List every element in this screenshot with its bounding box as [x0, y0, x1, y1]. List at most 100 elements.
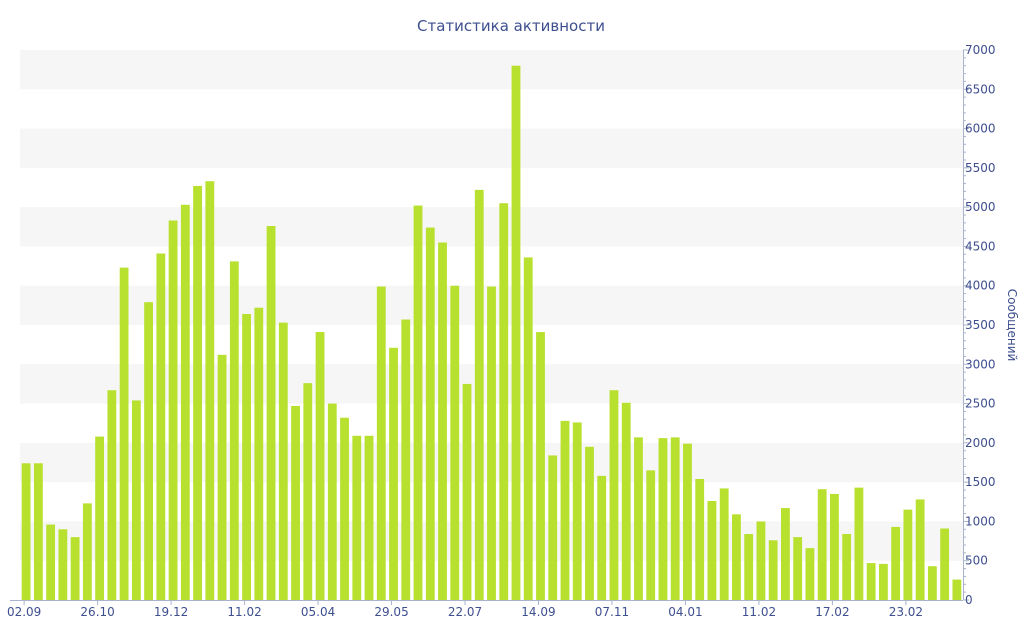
y-tick-label: 5500 [965, 161, 996, 175]
bar[interactable] [572, 422, 582, 600]
x-tick-label: 23.02 [889, 605, 923, 619]
bars-group [21, 65, 962, 601]
y-tick-label: 1500 [965, 475, 996, 489]
bar[interactable] [523, 257, 533, 600]
bar[interactable] [756, 521, 766, 600]
y-tick-label: 3000 [965, 357, 996, 371]
bar[interactable] [940, 528, 950, 601]
bar[interactable] [425, 227, 435, 600]
bar[interactable] [560, 420, 570, 600]
bar[interactable] [744, 534, 754, 600]
bar[interactable] [193, 185, 202, 600]
bar[interactable] [658, 438, 668, 600]
bar[interactable] [180, 204, 190, 601]
bar[interactable] [438, 242, 447, 601]
bar[interactable] [21, 463, 31, 600]
bar[interactable] [878, 563, 888, 600]
x-axis: 02.09 26.10 19.12 11.02 05.04 29.05 22.07 14.09… [7, 600, 963, 619]
bar[interactable] [499, 203, 509, 600]
bar[interactable] [634, 437, 643, 600]
bar[interactable] [609, 390, 619, 600]
bar[interactable] [952, 579, 962, 600]
bar[interactable] [242, 314, 251, 600]
bar[interactable] [670, 437, 680, 600]
bar[interactable] [585, 446, 594, 600]
bar[interactable] [327, 403, 337, 600]
bar[interactable] [830, 493, 839, 600]
bar[interactable] [303, 383, 313, 600]
bar[interactable] [732, 514, 741, 600]
bar[interactable] [82, 503, 92, 600]
bar[interactable] [205, 181, 215, 600]
bar[interactable] [217, 354, 227, 600]
bar[interactable] [854, 487, 864, 600]
bar[interactable] [291, 405, 300, 600]
y-axis: 0 500 1000 1500 2000 2500 3000 3500 4000 4500 5000… [963, 43, 996, 607]
bar[interactable] [389, 347, 398, 600]
bar[interactable] [842, 534, 852, 600]
bar[interactable] [340, 417, 349, 600]
bar[interactable] [817, 489, 827, 600]
x-tick-label: 11.02 [227, 605, 261, 619]
x-tick-label: 07.11 [595, 605, 629, 619]
bar[interactable] [364, 435, 374, 600]
bar[interactable] [781, 508, 790, 600]
y-axis-title: Сообщений [1005, 289, 1019, 362]
y-tick-label: 2000 [965, 436, 996, 450]
bar[interactable] [156, 253, 166, 601]
x-tick-label: 29.05 [374, 605, 408, 619]
bar[interactable] [536, 332, 545, 600]
bar[interactable] [33, 463, 43, 600]
y-tick-label: 2500 [965, 397, 996, 411]
y-tick-label: 6000 [965, 122, 996, 136]
bar[interactable] [597, 475, 607, 600]
bar[interactable] [413, 205, 423, 600]
bar[interactable] [168, 220, 178, 601]
bar[interactable] [487, 286, 496, 601]
bar[interactable] [511, 65, 521, 600]
bar[interactable] [352, 435, 362, 600]
bar[interactable] [805, 548, 815, 600]
bar[interactable] [107, 390, 117, 600]
bar[interactable] [131, 400, 141, 600]
x-tick-label: 19.12 [154, 605, 188, 619]
bar[interactable] [548, 455, 558, 600]
bar[interactable] [376, 286, 386, 601]
grid-band [20, 50, 963, 90]
bar[interactable] [70, 537, 80, 600]
bar[interactable] [621, 402, 631, 600]
bar[interactable] [46, 524, 56, 600]
bar[interactable] [683, 443, 692, 600]
bar[interactable] [903, 509, 913, 600]
bar[interactable] [719, 488, 729, 600]
bar[interactable] [646, 470, 656, 600]
bar[interactable] [695, 479, 705, 600]
bar[interactable] [707, 501, 717, 600]
bar[interactable] [254, 307, 264, 600]
y-tick-label: 7000 [965, 43, 996, 57]
y-tick-label: 1000 [965, 514, 996, 528]
bar[interactable] [462, 383, 472, 600]
bar[interactable] [278, 322, 288, 600]
bar[interactable] [474, 189, 484, 601]
bar[interactable] [450, 285, 460, 600]
bar[interactable] [768, 540, 778, 600]
y-tick-label: 5000 [965, 200, 996, 214]
y-tick-label: 500 [965, 554, 988, 568]
bar[interactable] [891, 526, 901, 600]
bar[interactable] [266, 226, 276, 600]
x-tick-label: 11.02 [742, 605, 776, 619]
bar[interactable] [401, 319, 411, 601]
bar[interactable] [315, 332, 325, 600]
x-tick-label: 02.09 [7, 605, 41, 619]
bar[interactable] [95, 436, 105, 600]
bar[interactable] [119, 267, 129, 600]
bar[interactable] [144, 302, 153, 600]
bar[interactable] [229, 261, 239, 600]
bar[interactable] [58, 529, 68, 600]
bar[interactable] [927, 566, 937, 600]
bar[interactable] [793, 537, 803, 600]
bar[interactable] [915, 499, 925, 600]
y-tick-label: 6500 [965, 82, 996, 96]
bar[interactable] [866, 563, 876, 600]
